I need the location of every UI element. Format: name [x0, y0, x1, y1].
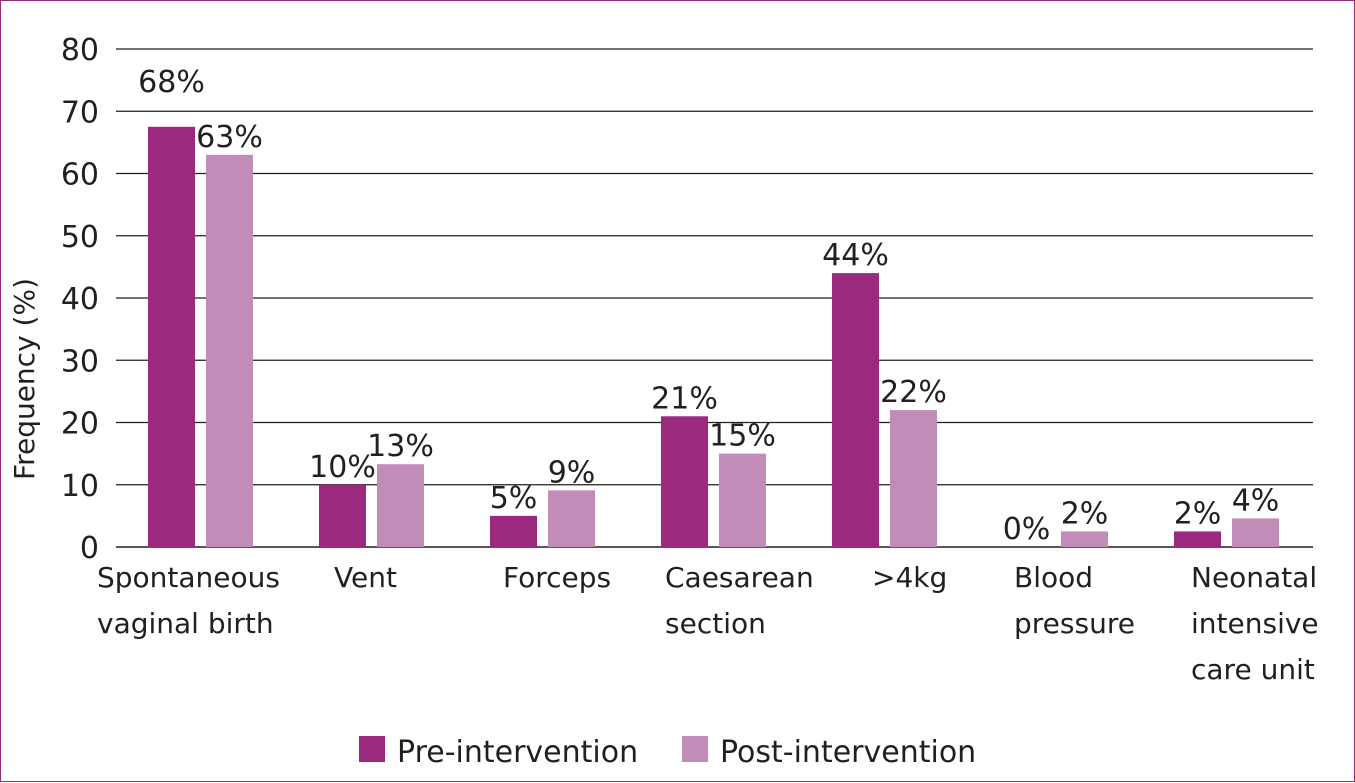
data-label-post-1: 13% — [367, 429, 434, 464]
data-label-pre-5: 0% — [1003, 512, 1051, 547]
category-label: vaginal birth — [97, 607, 274, 640]
bar-post-3 — [719, 453, 766, 547]
y-tick-label: 70 — [61, 95, 99, 130]
category-label: >4kg — [872, 561, 947, 594]
data-label-pre-1: 10% — [309, 450, 376, 485]
data-label-post-5: 2% — [1061, 496, 1109, 531]
category-label: Neonatal — [1191, 561, 1317, 594]
category-label: intensive — [1191, 607, 1319, 640]
gridlines — [116, 48, 1313, 548]
data-label-post-6: 4% — [1232, 483, 1280, 518]
category-label: Vent — [334, 561, 397, 594]
category-label: section — [665, 607, 766, 640]
bar-pre-4 — [832, 273, 879, 547]
data-label-post-4: 22% — [880, 375, 947, 410]
data-labels: 68% 10% 5% 21% 44% 0% 2% 63% 13% 9% 15% 22% 2% 4% — [138, 65, 1279, 547]
data-label-pre-4: 44% — [822, 238, 889, 273]
bar-pre-6 — [1174, 531, 1221, 547]
legend-label-post-intervention: Post-intervention — [720, 735, 976, 770]
category-label: Blood — [1014, 561, 1093, 594]
bar-post-4 — [890, 410, 937, 547]
category-labels: Spontaneous vaginal birth Vent Forceps Caesa… — [97, 561, 1319, 686]
y-tick-label: 80 — [61, 33, 99, 68]
y-tick-label: 40 — [61, 282, 99, 317]
data-label-pre-6: 2% — [1174, 496, 1222, 531]
data-label-pre-2: 5% — [490, 481, 538, 516]
bar-post-2 — [548, 490, 595, 547]
data-label-post-0: 63% — [196, 120, 263, 155]
bar-post-6 — [1232, 518, 1279, 547]
legend-label-pre-intervention: Pre-intervention — [397, 735, 638, 770]
category-label: pressure — [1014, 607, 1135, 640]
y-tick-label: 0 — [80, 531, 99, 566]
category-label: Caesarean — [665, 561, 814, 594]
y-tick-label: 50 — [61, 220, 99, 255]
y-tick-label: 30 — [61, 344, 99, 379]
data-label-pre-3: 21% — [651, 381, 718, 416]
legend-swatch-pre-intervention — [359, 736, 385, 762]
bar-pre-1 — [319, 484, 366, 547]
bars — [148, 126, 1279, 547]
data-label-pre-0: 68% — [138, 65, 205, 100]
y-tick-label: 20 — [61, 407, 99, 442]
legend-swatch-post-intervention — [682, 736, 708, 762]
category-label: Spontaneous — [97, 561, 280, 594]
bar-pre-0 — [148, 126, 195, 547]
bar-post-1 — [377, 464, 424, 547]
bar-post-5 — [1061, 531, 1108, 547]
category-label: Forceps — [503, 561, 611, 594]
bar-post-0 — [206, 154, 253, 547]
y-tick-label: 10 — [61, 469, 99, 504]
data-label-post-3: 15% — [709, 419, 776, 454]
bar-pre-2 — [490, 515, 537, 547]
category-label: care unit — [1191, 653, 1315, 686]
data-label-post-2: 9% — [548, 455, 596, 490]
y-tick-label: 60 — [61, 158, 99, 193]
y-axis-ticks: 0 10 20 30 40 50 60 70 80 — [61, 33, 99, 566]
bar-pre-3 — [661, 416, 708, 547]
y-axis-label: Frequency (%) — [8, 278, 41, 480]
legend: Pre-intervention Post-intervention — [359, 735, 976, 770]
